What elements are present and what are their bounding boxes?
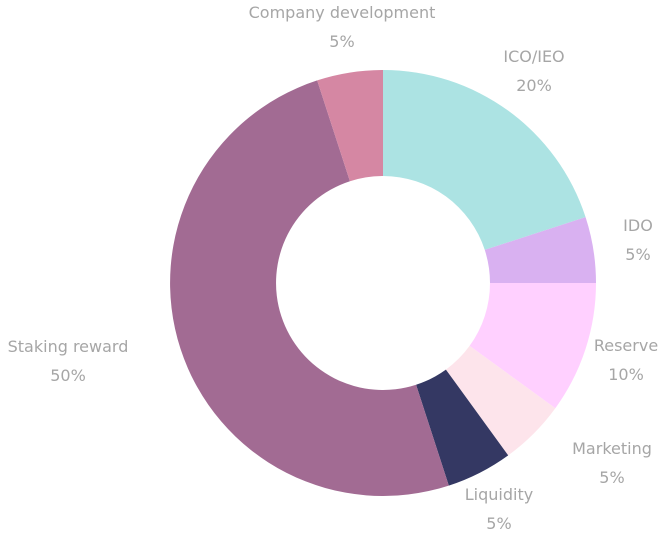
- slice-company-development: [317, 70, 383, 182]
- slice-ido: [484, 217, 596, 283]
- slice-value-reserve: 10%: [608, 365, 644, 384]
- slice-marketing: [445, 345, 556, 456]
- slice-label-reserve: Reserve: [594, 336, 658, 355]
- slice-value-ido: 5%: [625, 245, 650, 264]
- slice-label-marketing: Marketing: [572, 439, 652, 458]
- slice-value-marketing: 5%: [599, 468, 624, 487]
- slice-value-company-development: 5%: [329, 32, 354, 51]
- slice-label-ico-ieo: ICO/IEO: [503, 47, 564, 66]
- slice-staking-reward: [170, 80, 449, 496]
- slice-value-liquidity: 5%: [486, 514, 511, 533]
- slice-liquidity: [416, 369, 509, 486]
- slice-label-liquidity: Liquidity: [465, 485, 533, 504]
- slice-label-company-development: Company development: [249, 3, 436, 22]
- slice-reserve: [469, 283, 596, 409]
- slice-label-staking-reward: Staking reward: [8, 337, 129, 356]
- slice-labels: ICO/IEO 20% IDO 5% Reserve 10% Marketing 5% Liqu…: [8, 3, 659, 533]
- slice-ico-ieo: [383, 70, 586, 250]
- slice-value-staking-reward: 50%: [50, 366, 86, 385]
- slice-value-ico-ieo: 20%: [516, 76, 552, 95]
- slices: [170, 70, 596, 496]
- slice-label-ido: IDO: [623, 216, 653, 235]
